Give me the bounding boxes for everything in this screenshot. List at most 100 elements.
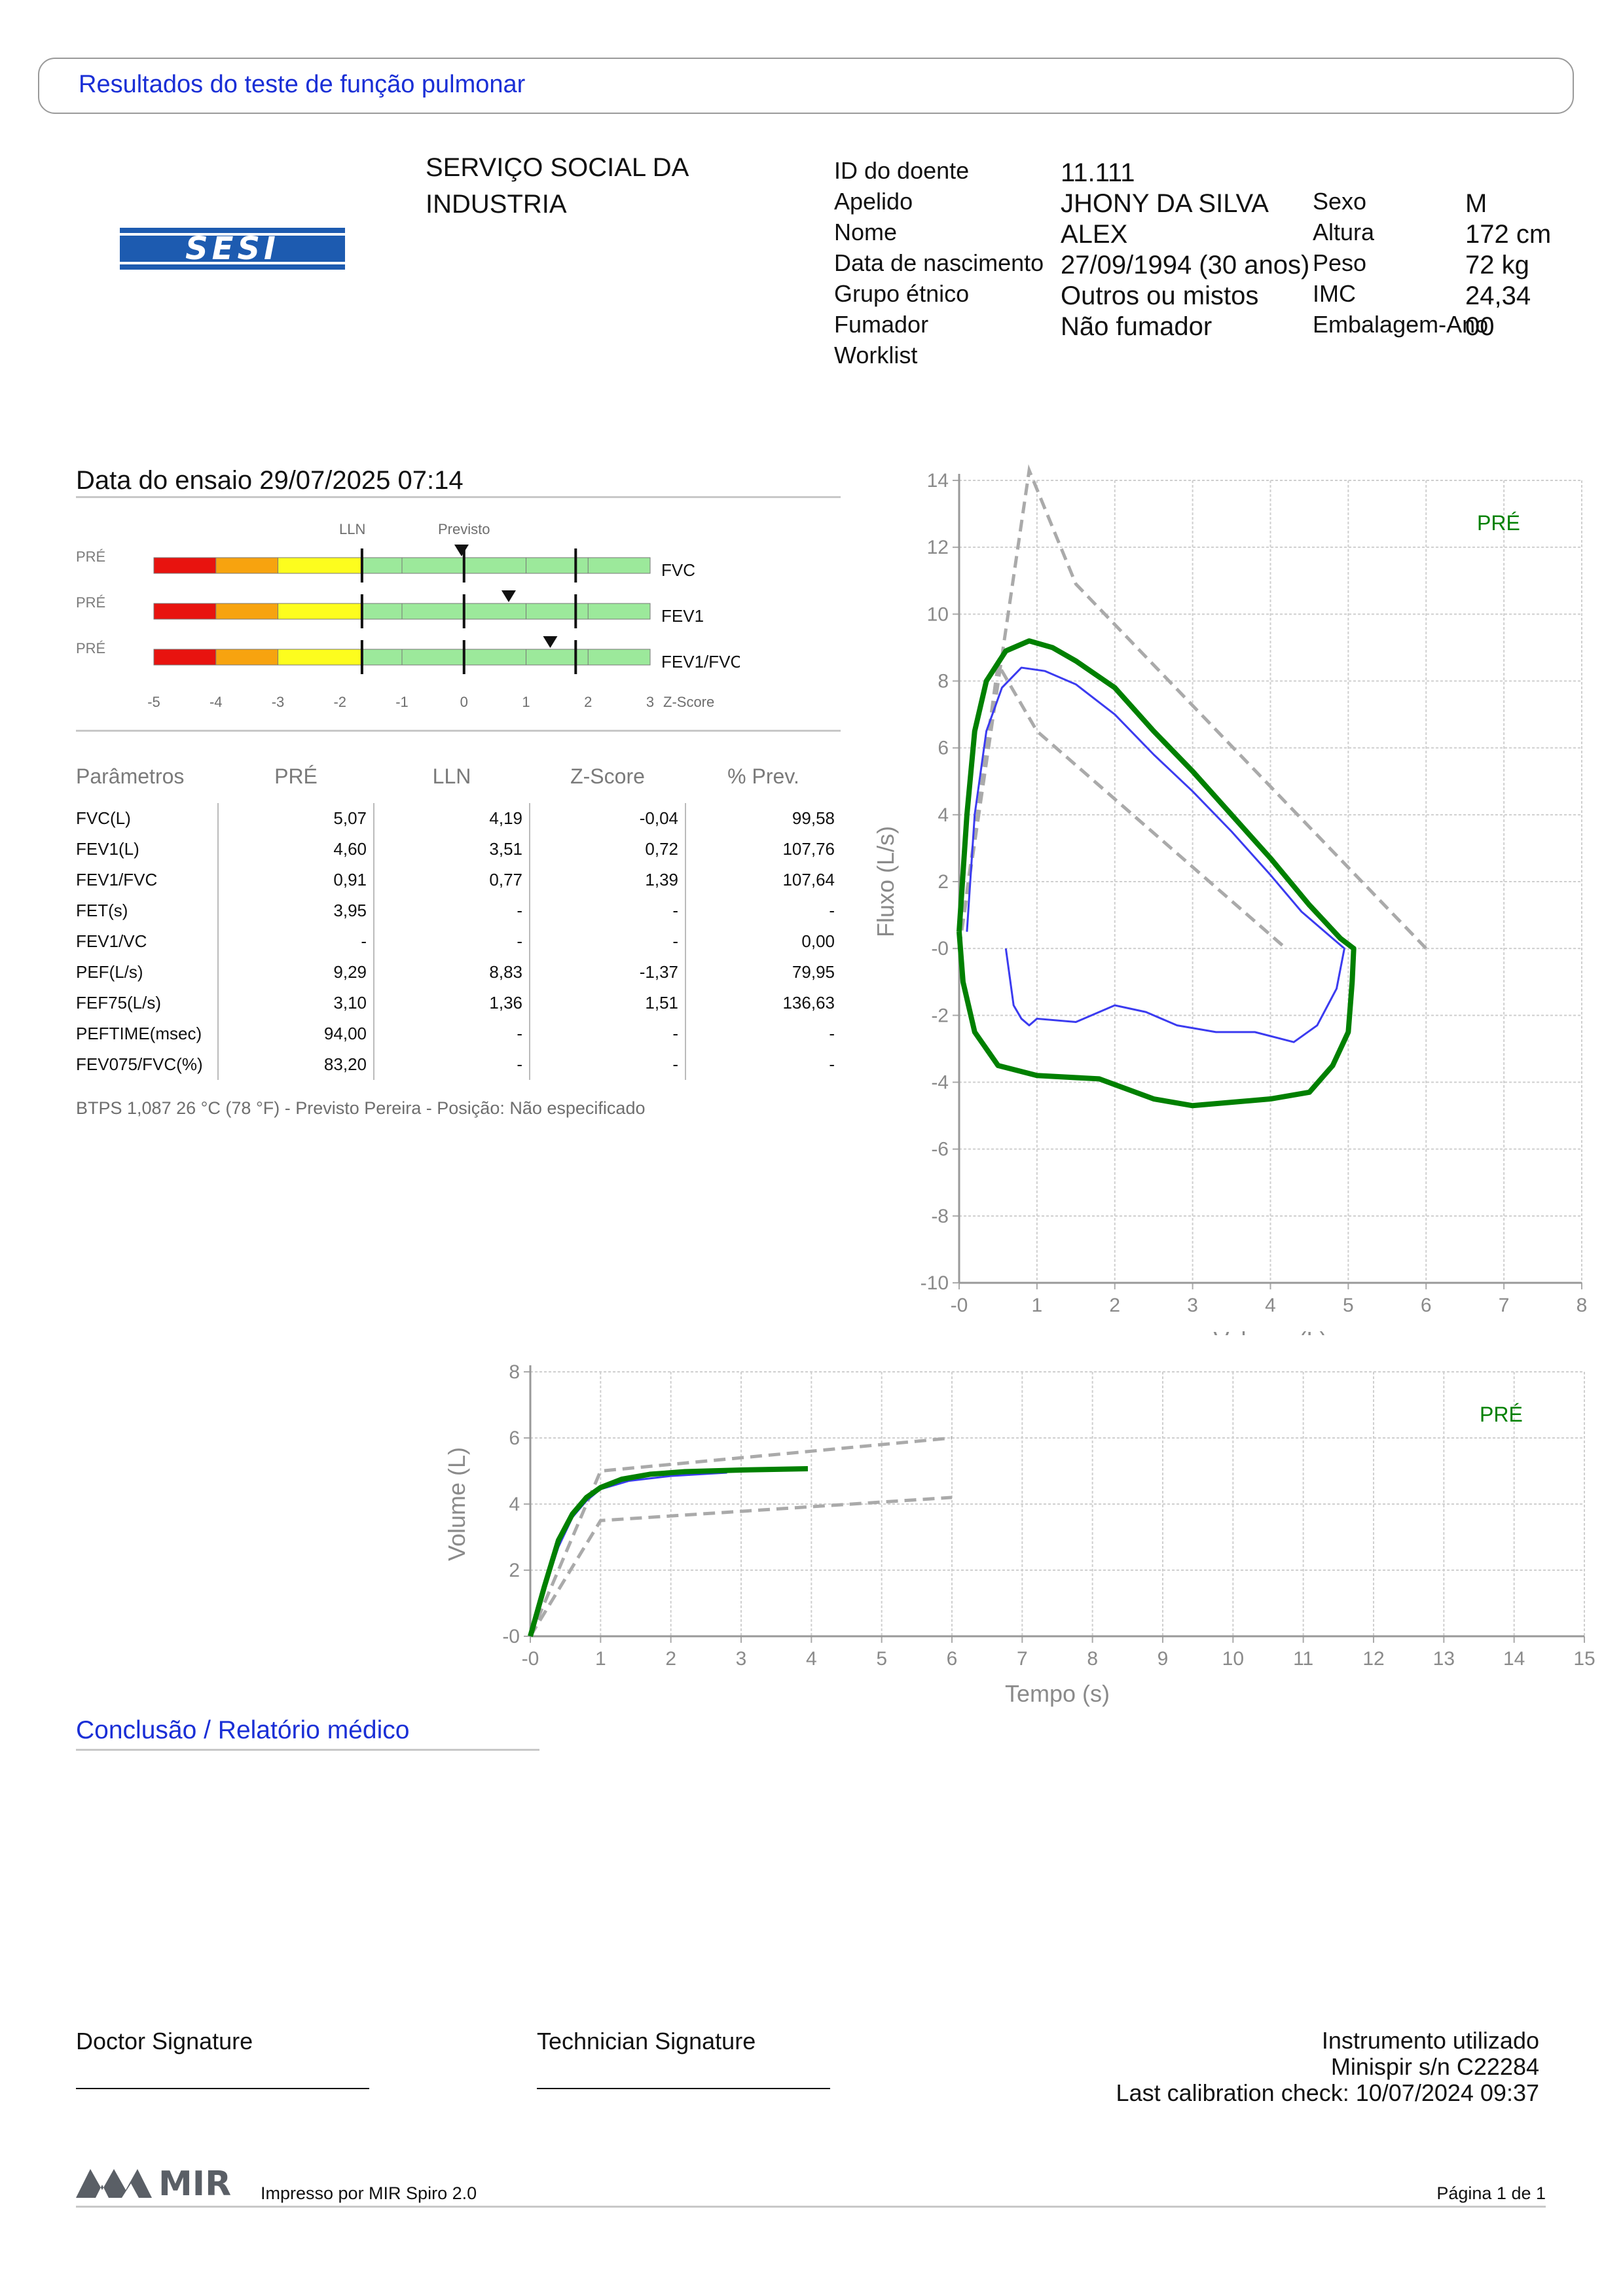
value-height: 172 cm <box>1465 220 1552 249</box>
y-tick-label: -6 <box>931 1139 949 1160</box>
zscore-band <box>153 557 217 574</box>
predicted-line <box>528 1496 953 1638</box>
zscore-panel: LLN Previsto PRÉ FVC PRÉ FEV1 PRÉ FEV1/FVC -5 -4 -… <box>76 521 740 710</box>
param-value-cell: 0,77 <box>374 865 530 895</box>
best-curve <box>957 638 1357 1109</box>
organization-line2: INDUSTRIA <box>426 190 567 219</box>
value-name: ALEX <box>1061 220 1128 249</box>
y-tick-label: -4 <box>931 1072 949 1094</box>
zscore-band <box>215 603 278 620</box>
zscore-band <box>278 603 363 620</box>
param-value-cell: 1,39 <box>530 865 686 895</box>
x-tick-label: 7 <box>1017 1648 1028 1670</box>
x-tick-label: 7 <box>1499 1295 1510 1316</box>
header-percent-predicted: % Prev. <box>727 764 799 788</box>
x-tick-label: -0 <box>951 1295 968 1316</box>
param-value-cell: - <box>530 1018 686 1049</box>
label-surname: Apelido <box>834 188 913 215</box>
mir-logo: MIR <box>76 2164 231 2200</box>
label-smoker: Fumador <box>834 311 929 338</box>
x-tick-label: 1 <box>1032 1295 1043 1316</box>
param-value-cell: 3,95 <box>218 895 374 926</box>
table-row: FEV1(L) 4,60 3,51 0,72 107,76 <box>76 834 841 865</box>
x-tick-label: 3 <box>1187 1295 1198 1316</box>
param-value-cell: - <box>829 1024 835 1043</box>
sesi-logo: SESI <box>120 228 345 270</box>
value-ethnic: Outros ou mistos <box>1061 281 1259 310</box>
zscore-band <box>361 557 651 574</box>
divider <box>76 1749 539 1751</box>
y-axis-title: Volume (L) <box>443 1447 470 1561</box>
legend-label: PRÉ <box>1477 511 1520 535</box>
y-tick-label: 12 <box>927 537 949 558</box>
axis-tick-label: 1 <box>522 694 530 710</box>
label-dob: Data de nascimento <box>834 249 1044 276</box>
axis-tick-label: -2 <box>333 694 346 710</box>
param-name-cell: FEV1(L) <box>76 834 219 865</box>
param-name-cell: FVC(L) <box>76 803 219 834</box>
value-smoker: Não fumador <box>1061 312 1213 341</box>
zscore-band <box>215 649 278 666</box>
y-tick-label: 4 <box>509 1494 520 1515</box>
zscore-band <box>278 649 363 666</box>
y-tick-label: 2 <box>938 871 949 893</box>
x-tick-label: 3 <box>736 1648 747 1670</box>
axis-tick-label: 2 <box>584 694 592 710</box>
y-tick-label: 10 <box>927 603 949 625</box>
x-tick-label: -0 <box>522 1648 539 1670</box>
label-sex: Sexo <box>1313 188 1367 215</box>
table-header-row: Parâmetros PRÉ LLN Z-Score % Prev. <box>76 764 841 803</box>
phase-label: PRÉ <box>76 548 105 565</box>
instrument-info: Instrumento utilizado Minispir s/n C2228… <box>1116 2028 1539 2106</box>
report-title: Resultados do teste de função pulmonar <box>79 71 526 98</box>
label-height: Altura <box>1313 219 1375 245</box>
value-patient-id: 11.111 <box>1061 158 1135 187</box>
page-number: Página 1 de 1 <box>1436 2183 1546 2203</box>
label-worklist: Worklist <box>834 342 918 368</box>
label-patient-id: ID do doente <box>834 157 970 184</box>
parameter-label: FEV1/FVC <box>661 652 740 672</box>
param-value-cell: 0,72 <box>530 834 686 865</box>
x-tick-label: 2 <box>665 1648 676 1670</box>
x-tick-label: 12 <box>1362 1648 1384 1670</box>
param-value-cell: - <box>530 926 686 957</box>
instrument-title: Instrumento utilizado <box>1321 2027 1539 2054</box>
x-tick-label: 11 <box>1293 1648 1313 1670</box>
y-tick-label: -8 <box>931 1206 949 1227</box>
param-value-cell: - <box>374 926 530 957</box>
x-tick-label: 8 <box>1577 1295 1588 1316</box>
zscore-value-marker <box>454 545 469 556</box>
param-value-cell: 4,19 <box>374 803 530 834</box>
label-weight: Peso <box>1313 249 1367 276</box>
param-value-cell: 107,76 <box>782 839 835 859</box>
param-value-cell: 79,95 <box>792 962 835 982</box>
param-value-cell: 94,00 <box>218 1018 374 1049</box>
y-tick-label: 14 <box>927 470 949 492</box>
header-parameters: Parâmetros <box>76 764 185 788</box>
trial-curve <box>529 1471 727 1637</box>
param-value-cell: - <box>829 901 835 920</box>
zscore-band <box>278 557 363 574</box>
value-sex: M <box>1465 189 1487 218</box>
doctor-signature-label: Doctor Signature <box>76 2028 253 2054</box>
param-value-cell: - <box>374 1049 530 1080</box>
report-header: Resultados do teste de função pulmonar <box>38 58 1574 114</box>
parameter-label: FEV1 <box>661 606 704 626</box>
param-name-cell: FEV075/FVC(%) <box>76 1049 219 1080</box>
value-bmi: 24,34 <box>1465 281 1531 310</box>
param-value-cell: 5,07 <box>218 803 374 834</box>
param-value-cell: 3,10 <box>218 988 374 1018</box>
param-value-cell: - <box>530 1049 686 1080</box>
value-pack-years: 00 <box>1465 312 1495 341</box>
test-date: Data do ensaio 29/07/2025 07:14 <box>76 466 464 495</box>
param-name-cell: FEV1/VC <box>76 926 219 957</box>
footer-divider <box>76 2206 1546 2208</box>
x-tick-label: 15 <box>1573 1648 1595 1670</box>
y-tick-label: -10 <box>921 1272 949 1294</box>
doctor-signature-line <box>76 2088 369 2089</box>
technician-signature-label: Technician Signature <box>537 2028 756 2054</box>
table-row: FEV075/FVC(%) 83,20- - - <box>76 1049 841 1080</box>
x-tick-label: 6 <box>1421 1295 1432 1316</box>
y-tick-label: 8 <box>509 1361 520 1383</box>
flow-volume-chart: -0123456781412108642-0-2-4-6-8-10Volume … <box>872 464 1588 1335</box>
